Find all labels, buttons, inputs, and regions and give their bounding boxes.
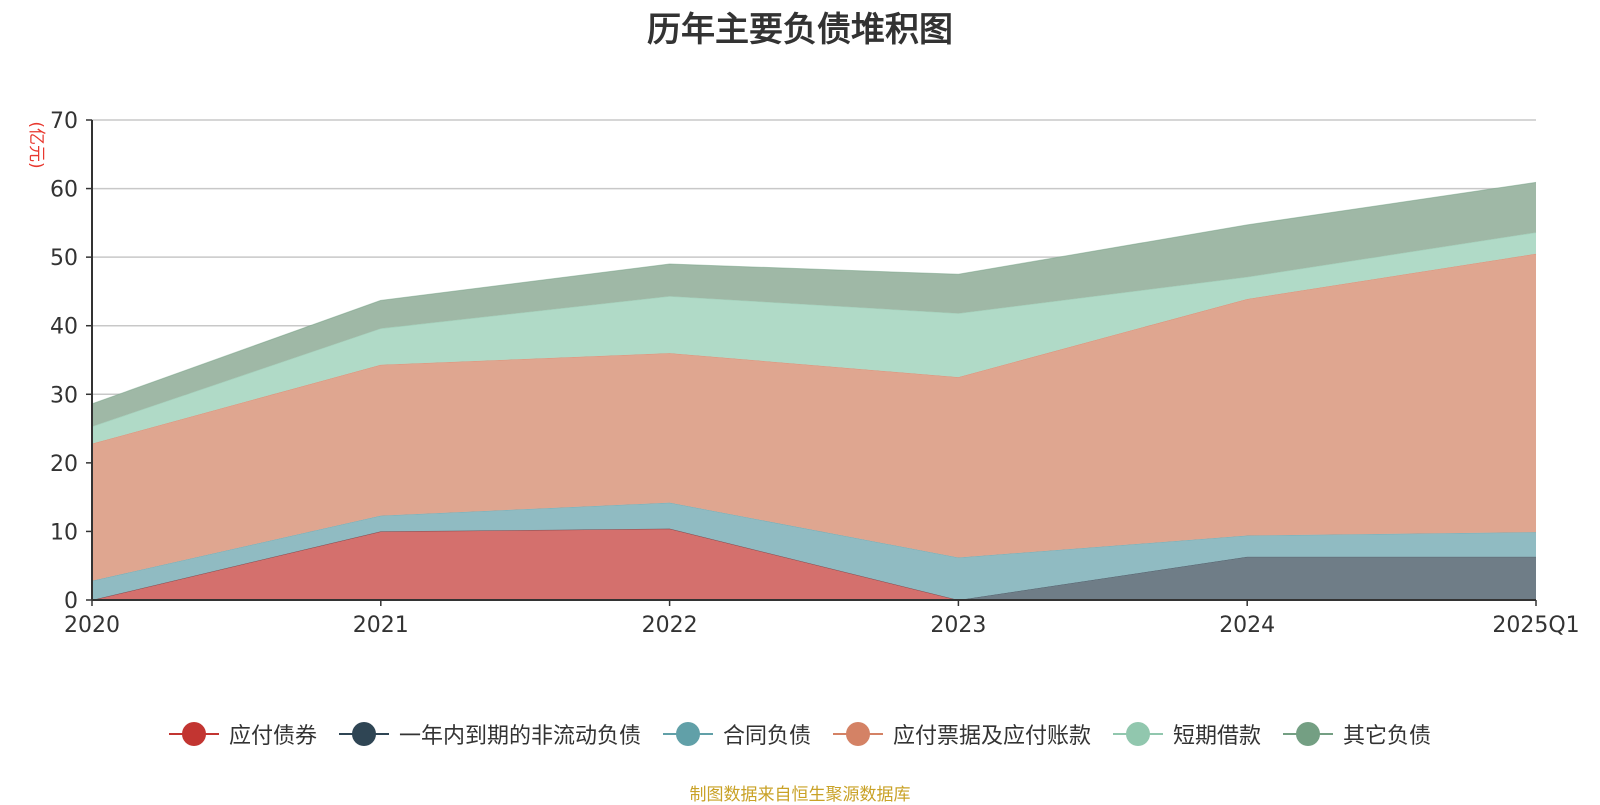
area-series-1 — [92, 528, 1536, 600]
x-tick-label-1: 2021 — [353, 613, 409, 638]
area-series-5 — [92, 182, 1536, 427]
y-tick-label-3: 30 — [50, 383, 78, 408]
source-note: 制图数据来自恒生聚源数据库 — [689, 785, 911, 805]
legend-item-4[interactable]: 短期借款 — [1113, 718, 1261, 750]
x-tick-label-2: 2022 — [642, 613, 698, 638]
x-tick-label-5: 2025Q1 — [1492, 613, 1579, 638]
y-tick-label-6: 60 — [50, 178, 78, 203]
chart-title: 历年主要负债堆积图 — [647, 10, 953, 50]
legend-item-2[interactable]: 合同负债 — [662, 718, 811, 750]
area-layer — [91, 181, 1537, 601]
legend-item-1[interactable]: 一年内到期的非流动负债 — [338, 718, 641, 750]
legend: 应付债券 一年内到期的非流动负债 合同负债 应付票据及应付账款 短期借款 其它负债 — [0, 718, 1600, 750]
axis-layer: 0 10 20 30 40 50 60 70 2020 2021 2022 2023 2024 2025Q… — [50, 109, 1580, 638]
legend-marker-icon — [1283, 722, 1334, 746]
legend-item-5[interactable]: 其它负债 — [1283, 718, 1431, 750]
legend-marker-icon — [833, 722, 883, 746]
legend-marker-icon — [338, 722, 389, 746]
legend-item-3[interactable]: 应付票据及应付账款 — [833, 718, 1091, 750]
x-tick-label-0: 2020 — [64, 613, 120, 638]
x-tick-label-3: 2023 — [930, 613, 986, 638]
y-axis-unit-label: (亿元) — [26, 121, 46, 168]
y-tick-label-5: 50 — [50, 246, 78, 271]
area-series-2 — [92, 502, 1536, 600]
legend-label: 短期借款 — [1173, 724, 1262, 749]
area-series-4 — [92, 232, 1536, 444]
legend-marker-icon — [1113, 722, 1164, 746]
y-tick-label-1: 10 — [50, 520, 78, 545]
y-tick-label-2: 20 — [50, 452, 78, 477]
legend-marker-icon — [168, 722, 219, 746]
area-series-3 — [92, 253, 1536, 581]
legend-label: 应付票据及应付账款 — [893, 724, 1092, 749]
area-series-line-5 — [91, 181, 1537, 405]
legend-label: 应付债券 — [228, 724, 317, 749]
legend-item-0[interactable]: 应付债券 — [168, 718, 317, 750]
y-tick-label-7: 70 — [50, 109, 78, 134]
y-tick-label-0: 0 — [64, 589, 78, 614]
legend-label: 其它负债 — [1343, 724, 1432, 749]
y-tick-label-4: 40 — [50, 315, 78, 340]
legend-label: 一年内到期的非流动负债 — [398, 724, 641, 749]
legend-label: 合同负债 — [722, 724, 811, 749]
x-tick-label-4: 2024 — [1219, 613, 1275, 638]
legend-marker-icon — [662, 722, 713, 746]
